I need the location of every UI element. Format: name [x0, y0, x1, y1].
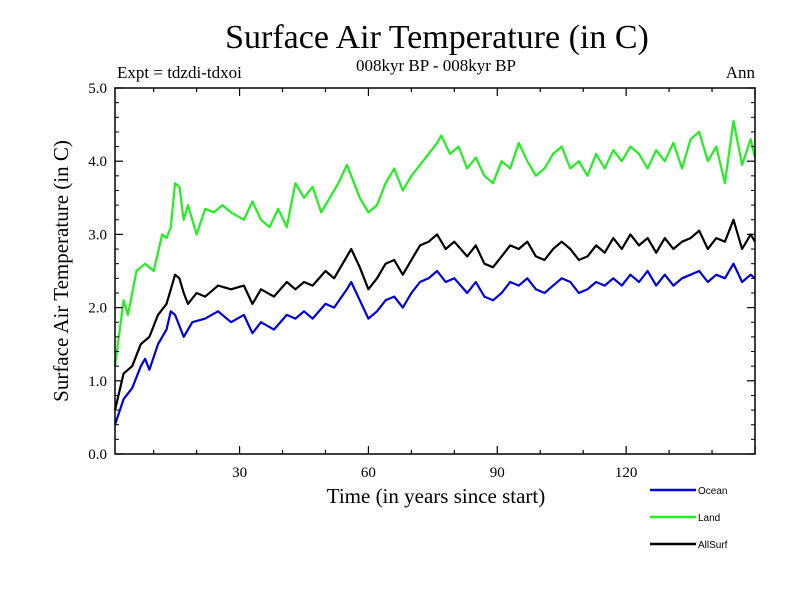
legend-label-land: Land — [698, 513, 720, 524]
y-tick-label: 1.0 — [88, 374, 107, 390]
legend: Ocean Land AllSurf — [650, 486, 728, 551]
series-line-ocean — [113, 262, 756, 426]
x-axis-label: Time (in years since start) — [327, 484, 546, 508]
x-tick-label: 120 — [615, 465, 638, 481]
y-tick-label: 0.0 — [88, 447, 107, 463]
plot-frame — [114, 87, 756, 455]
season-label: Ann — [726, 63, 756, 82]
chart-subtitle: 008kyr BP - 008kyr BP — [356, 56, 516, 75]
chart-title: Surface Air Temperature (in C) — [225, 19, 649, 56]
y-tick-label: 4.0 — [88, 154, 107, 170]
x-tick-label: 30 — [232, 465, 247, 481]
series-layer — [113, 119, 757, 426]
experiment-label: Expt = tdzdi-tdxoi — [117, 63, 242, 82]
x-tick-label: 60 — [361, 465, 376, 481]
y-tick-label: 3.0 — [88, 227, 107, 243]
legend-label-allsurf: AllSurf — [698, 540, 728, 551]
series-line-allsurf — [113, 218, 756, 411]
x-tick-label: 90 — [490, 465, 505, 481]
y-axis-label: Surface Air Temperature (in C) — [49, 140, 73, 402]
y-tick-label: 2.0 — [88, 301, 107, 317]
y-tick-label: 5.0 — [88, 81, 107, 97]
series-line-land — [113, 119, 757, 367]
legend-label-ocean: Ocean — [698, 486, 727, 497]
